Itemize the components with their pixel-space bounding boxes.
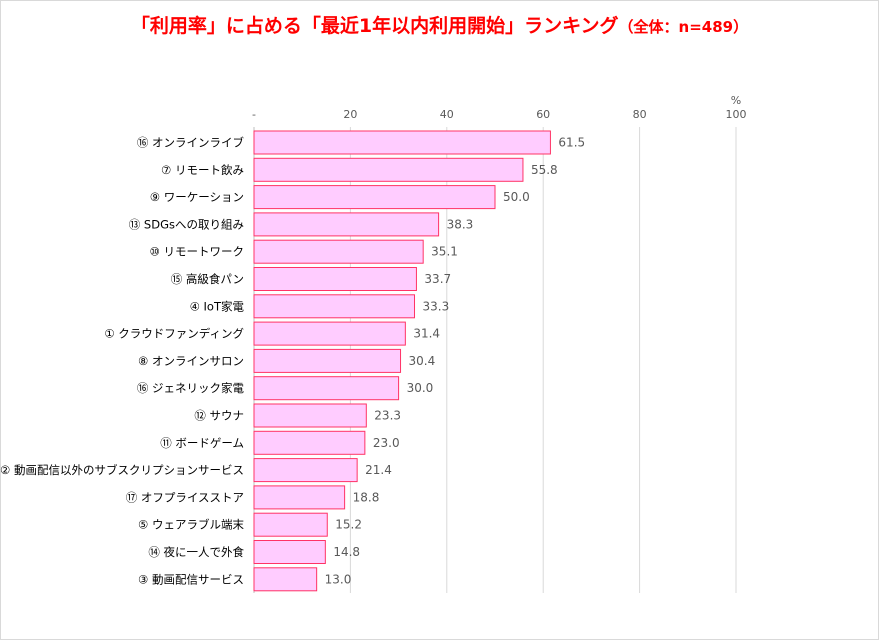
- bar: [253, 430, 366, 455]
- bar: [253, 512, 328, 537]
- value-label: 13.0: [325, 572, 352, 586]
- category-label: ⑯ ジェネリック家電: [137, 381, 245, 395]
- x-tick-label: 40: [440, 108, 454, 121]
- category-label: ⑪ ボードゲーム: [160, 436, 244, 450]
- bar: [253, 157, 524, 182]
- x-tick-label: 60: [536, 108, 550, 121]
- category-label: ⑩ リモートワーク: [150, 245, 244, 259]
- chart-title-main: 「利用率」に占める「最近1年以内利用開始」ランキング: [130, 15, 619, 37]
- unit-label: %: [731, 94, 741, 107]
- chart-title: 「利用率」に占める「最近1年以内利用開始」ランキング（全体：n=489）: [0, 11, 879, 38]
- bar: [253, 267, 417, 291]
- category-label: ② 動画配信以外のサブスクリプションサービス: [0, 463, 244, 477]
- chart-subtitle: （全体：n=489）: [618, 18, 749, 36]
- category-label: ⑭ 夜に一人で外食: [148, 545, 244, 559]
- bar: [253, 239, 424, 264]
- value-label: 30.0: [407, 381, 434, 395]
- category-label: ④ IoT家電: [190, 299, 245, 313]
- bar: [253, 185, 496, 210]
- category-labels: ⑯ オンラインライブ ⑦ リモート飲み ⑨ ワーケーション ⑬ SDGsへの取り組み ⑩…: [0, 136, 244, 587]
- value-label: 30.4: [409, 354, 436, 368]
- category-label: ⑮ 高級食パン: [171, 272, 244, 286]
- category-label: ⑯ オンラインライブ: [137, 136, 245, 150]
- bar: [253, 130, 551, 155]
- bars: [253, 130, 551, 592]
- value-label: 18.8: [353, 490, 380, 504]
- value-label: 61.5: [558, 136, 585, 150]
- value-label: 23.0: [373, 436, 400, 450]
- category-label: ③ 動画配信サービス: [138, 572, 244, 586]
- bar: [253, 348, 402, 373]
- category-label: ⑫ サウナ: [194, 409, 244, 423]
- x-tick-label: 20: [343, 108, 357, 121]
- value-label: 50.0: [503, 190, 530, 204]
- category-label: ⑰ オフプライスストア: [126, 490, 244, 504]
- bar: [253, 321, 406, 346]
- bar: [253, 485, 346, 510]
- bar: [253, 540, 326, 564]
- bar: [253, 212, 440, 237]
- category-label: ⑨ ワーケーション: [150, 190, 244, 204]
- category-label: ⑤ ウェアラブル端末: [138, 518, 244, 532]
- x-tick-label: -: [252, 108, 256, 121]
- category-label: ⑦ リモート飲み: [161, 163, 244, 177]
- value-label: 14.8: [333, 545, 360, 559]
- x-tick-label: 80: [633, 108, 647, 121]
- category-label: ⑧ オンラインサロン: [138, 354, 244, 368]
- bar: [253, 294, 416, 319]
- category-label: ⑬ SDGsへの取り組み: [129, 217, 244, 231]
- value-label: 33.7: [424, 272, 451, 286]
- bar: [253, 376, 400, 401]
- bar: [253, 458, 358, 483]
- x-tick-label: 100: [726, 108, 747, 121]
- value-label: 23.3: [374, 409, 401, 423]
- value-label: 35.1: [431, 245, 458, 259]
- bar: [253, 403, 367, 428]
- x-tick-labels: - 20 40 60 80 100: [252, 108, 746, 121]
- value-labels: 61.555.850.0 38.3 35.1 33.7 33.3 31.4 30.4 30.0…: [325, 136, 585, 587]
- category-label: ① クラウドファンディング: [104, 327, 244, 341]
- value-label: 55.8: [531, 163, 558, 177]
- bar: [253, 567, 318, 592]
- value-label: 33.3: [423, 299, 450, 313]
- value-label: 21.4: [365, 463, 392, 477]
- value-label: 31.4: [413, 327, 440, 341]
- value-label: 15.2: [335, 518, 362, 532]
- value-label: 38.3: [447, 217, 474, 231]
